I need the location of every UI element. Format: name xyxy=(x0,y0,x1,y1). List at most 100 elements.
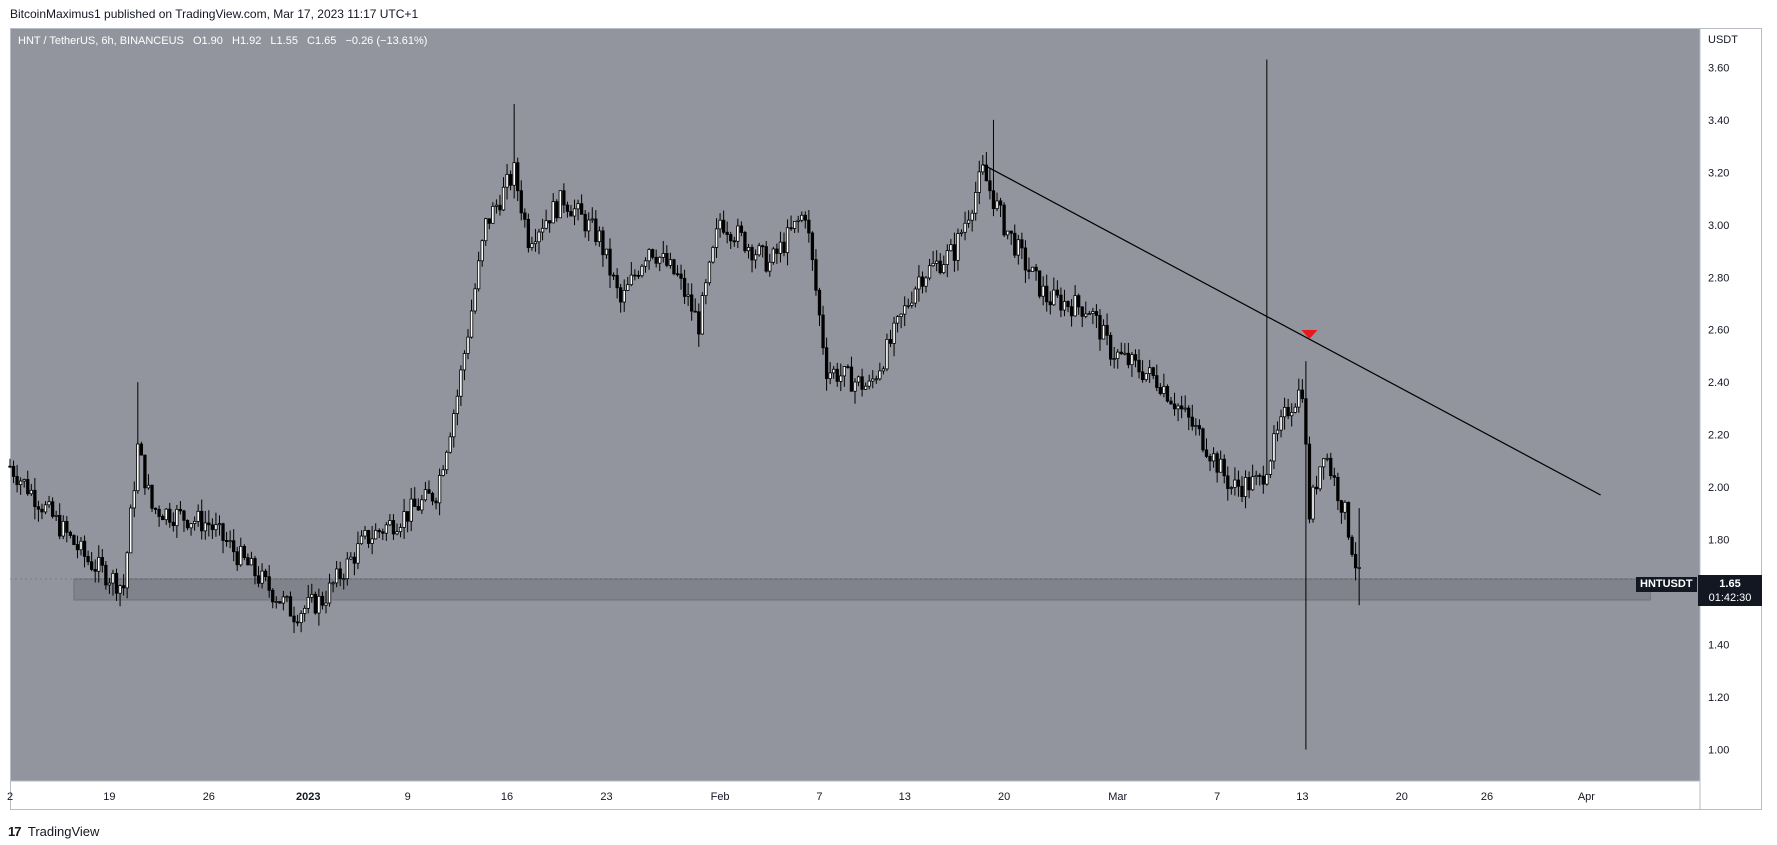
candle-body xyxy=(601,230,605,256)
candle-body xyxy=(661,253,665,258)
x-tick-label: 20 xyxy=(1396,791,1408,803)
candle-body xyxy=(1158,387,1162,394)
candle-body xyxy=(583,213,587,232)
y-tick-label: 3.00 xyxy=(1708,220,1729,232)
candle-body xyxy=(1048,301,1052,306)
x-tick-label: Mar xyxy=(1108,791,1127,803)
candle-body xyxy=(721,219,726,233)
candle-body xyxy=(1165,386,1170,402)
candle-body xyxy=(1343,501,1347,513)
tradingview-brand[interactable]: TradingView xyxy=(27,824,100,839)
candle-body xyxy=(1290,412,1294,417)
low-value: 1.55 xyxy=(276,35,298,47)
candle-body xyxy=(1126,352,1131,366)
candle-body xyxy=(1293,406,1297,413)
candle-body xyxy=(1226,475,1230,489)
candle-body xyxy=(917,276,921,290)
candle-body xyxy=(121,585,126,589)
candle-body xyxy=(161,516,165,521)
candle-body xyxy=(888,339,893,344)
candle-body xyxy=(1179,405,1184,410)
y-tick-label: 2.00 xyxy=(1708,482,1729,494)
x-tick-label: Apr xyxy=(1578,791,1595,803)
candle-body xyxy=(1055,289,1060,296)
candle-body xyxy=(68,531,72,536)
candle-body xyxy=(775,248,779,254)
candle-body xyxy=(864,385,868,390)
candle-body xyxy=(512,162,516,186)
candle-body xyxy=(867,380,871,387)
x-tick-label: 7 xyxy=(816,791,822,803)
x-tick-label: Feb xyxy=(711,791,730,803)
candle-body xyxy=(537,231,541,243)
currency-label: USDT xyxy=(1708,34,1738,46)
candle-body xyxy=(50,501,55,517)
candle-body xyxy=(381,531,385,534)
candle-body xyxy=(597,230,602,243)
down-arrow-marker-icon xyxy=(1301,329,1318,339)
symbol-name[interactable]: HNT / TetherUS, 6h, BINANCEUS xyxy=(18,35,184,47)
candle-body xyxy=(793,220,797,229)
candle-body xyxy=(1037,270,1042,297)
candle-body xyxy=(395,531,399,535)
candle-body xyxy=(1346,501,1351,538)
candle-body xyxy=(232,540,236,553)
candle-body xyxy=(647,249,651,262)
candle-body xyxy=(785,227,790,254)
candle-body xyxy=(931,262,935,267)
candle-body xyxy=(178,508,183,512)
candle-body xyxy=(1073,295,1077,317)
candle-body xyxy=(1353,554,1358,569)
candle-body xyxy=(562,190,566,206)
candle-body xyxy=(746,247,751,252)
candle-body xyxy=(1211,453,1216,462)
candle-body xyxy=(29,489,33,495)
candle-body xyxy=(654,256,658,264)
candle-body xyxy=(288,596,293,617)
candle-body xyxy=(1172,403,1177,410)
candle-body xyxy=(1215,453,1219,473)
candle-body xyxy=(750,247,754,261)
candle-body xyxy=(320,595,325,606)
candle-body xyxy=(185,519,190,529)
candle-body xyxy=(366,530,371,544)
x-tick-label: 13 xyxy=(899,791,911,803)
candle-body xyxy=(860,376,864,390)
candle-body xyxy=(242,546,246,558)
candle-body xyxy=(828,372,832,379)
x-tick-label: 9 xyxy=(405,791,411,803)
y-tick-label: 3.60 xyxy=(1708,62,1729,74)
candle-body xyxy=(33,489,37,508)
candle-body xyxy=(239,546,243,566)
candle-body xyxy=(1023,247,1028,271)
candle-body xyxy=(437,475,442,504)
x-tick-label: 26 xyxy=(203,791,215,803)
candle-body xyxy=(1062,301,1067,311)
candle-body xyxy=(1233,479,1237,488)
candle-body xyxy=(1084,313,1088,317)
tradingview-logo-icon[interactable]: 17 xyxy=(8,824,22,839)
candle-body xyxy=(1336,476,1340,502)
candle-body xyxy=(224,540,229,542)
candle-body xyxy=(327,582,332,604)
candle-body xyxy=(1148,367,1152,375)
candle-body xyxy=(356,543,360,564)
candle-body xyxy=(498,204,502,211)
candle-body xyxy=(1080,306,1084,317)
candle-body xyxy=(736,225,740,242)
candle-body xyxy=(803,214,807,221)
candle-body xyxy=(611,274,616,277)
candle-body xyxy=(640,265,644,277)
candle-body xyxy=(729,234,733,242)
candle-body xyxy=(824,347,829,379)
candle-body xyxy=(473,288,477,312)
candle-body xyxy=(761,245,765,248)
candle-body xyxy=(146,484,151,489)
candle-body xyxy=(594,218,598,243)
candle-body xyxy=(441,469,445,476)
candle-body xyxy=(604,248,609,256)
descending-trendline xyxy=(982,163,1601,496)
candle-body xyxy=(317,595,321,614)
candle-body xyxy=(345,558,349,580)
